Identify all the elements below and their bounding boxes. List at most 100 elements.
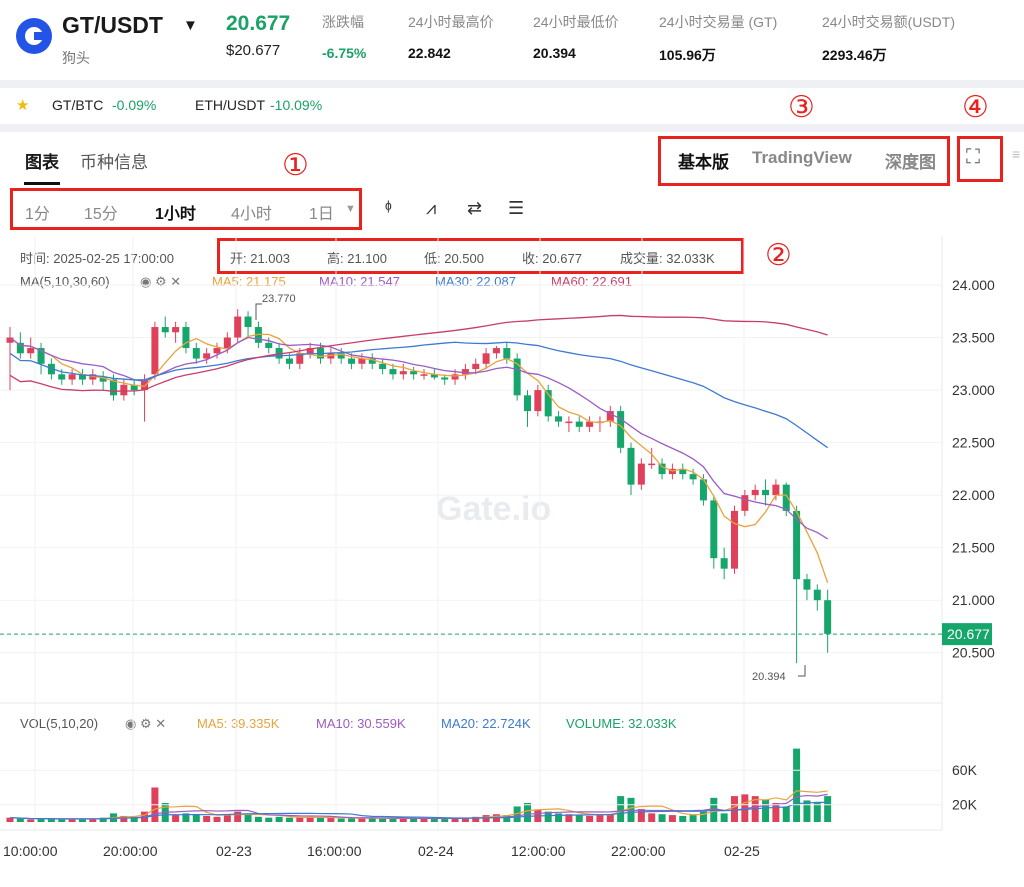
candle-body <box>141 379 149 391</box>
ohlc-time: 时间: 2025-02-25 17:00:00 <box>20 251 174 266</box>
stat-label: 涨跌幅 <box>322 14 364 30</box>
tab-chart[interactable]: 图表 <box>25 153 59 172</box>
pair-title[interactable]: GT/USDT <box>62 12 163 38</box>
candle-body <box>472 363 480 370</box>
timeframe-4h[interactable]: 4小时 <box>231 206 272 223</box>
candle-body <box>492 348 500 354</box>
ohlc-high: 高: 21.100 <box>327 251 387 266</box>
x-tick-label: 16:00:00 <box>307 843 362 859</box>
y-tick-label: 20.500 <box>952 645 995 661</box>
candle-body <box>565 421 573 424</box>
volume-bar <box>793 748 801 822</box>
volume-bar <box>813 803 821 822</box>
candle-body <box>720 558 728 569</box>
volume-bar <box>244 813 252 822</box>
volume-bar <box>68 818 76 822</box>
low-marker <box>798 665 806 677</box>
volume-bar <box>275 816 283 822</box>
volume-bar <box>296 817 304 822</box>
candle-body <box>58 374 66 380</box>
candle-body <box>503 348 511 359</box>
drag-handle-icon[interactable]: ≡ <box>1012 146 1021 162</box>
y-tick-label: 23.500 <box>952 330 995 346</box>
candle-body <box>813 589 821 601</box>
fav-pair[interactable]: ETH/USDT <box>195 97 265 113</box>
chevron-down-icon[interactable]: ▼ <box>345 203 356 215</box>
candle-body <box>534 390 542 412</box>
y-tick-label: 22.500 <box>952 435 995 451</box>
candle-body <box>751 489 759 496</box>
volume-bar <box>565 814 573 822</box>
list-icon[interactable]: ☰ <box>508 198 525 218</box>
x-tick-label: 20:00:00 <box>103 843 158 859</box>
candle-body <box>555 416 563 422</box>
stat-value: 105.96万 <box>659 47 716 63</box>
candle-body <box>203 353 211 359</box>
volume-bar <box>441 818 449 822</box>
candle-body <box>78 374 86 380</box>
vol-volume: VOLUME: 32.033K <box>566 716 677 731</box>
high-marker <box>255 303 262 320</box>
fullscreen-icon[interactable]: ⛶ <box>966 146 980 168</box>
volume-bar <box>399 818 407 822</box>
candle-body <box>99 377 107 382</box>
timeframe-1m[interactable]: 1分 <box>25 206 50 223</box>
vol-ma5: MA5: 39.335K <box>197 716 280 731</box>
ma60-line <box>9 314 828 392</box>
volume-bar <box>389 818 397 822</box>
swap-icon[interactable]: ⇄ <box>467 198 483 218</box>
candle-body <box>648 463 656 466</box>
volume-bar <box>192 814 200 822</box>
candle-type-icon[interactable]: ᶲ <box>385 198 392 218</box>
timeframe-15m[interactable]: 15分 <box>84 206 118 223</box>
volume-bar <box>99 817 107 822</box>
candle-body <box>244 316 252 328</box>
star-icon[interactable]: ★ <box>16 97 30 114</box>
annotation-4: ④ <box>962 91 989 124</box>
version-tradingview[interactable]: TradingView <box>752 148 852 167</box>
volume-bar <box>306 816 314 822</box>
chevron-down-icon[interactable]: ▼ <box>183 17 198 34</box>
volume-bar <box>658 814 666 822</box>
eye-icon[interactable]: ◉ ⚙ ✕ <box>125 716 167 731</box>
high-label: 23.770 <box>262 293 296 305</box>
candle-body <box>368 358 376 364</box>
volume-bar <box>824 796 832 822</box>
volume-bar <box>327 817 335 822</box>
candle-body <box>379 363 387 370</box>
ohlc-open: 开: 21.003 <box>230 251 290 266</box>
timeframe-1d[interactable]: 1日 <box>309 206 334 223</box>
tab-underline <box>24 182 60 185</box>
candle-body <box>296 353 304 364</box>
candle-body <box>451 374 459 380</box>
x-tick-label: 12:00:00 <box>511 843 566 859</box>
annotation-1: ① <box>282 149 309 182</box>
ma10-line <box>9 336 828 540</box>
volume-bar <box>689 815 697 822</box>
ma30-line <box>9 341 829 449</box>
vol-tick-label: 60K <box>952 762 978 778</box>
volume-bar <box>699 811 707 822</box>
volume-bar <box>58 819 66 822</box>
volume-bar <box>379 818 387 822</box>
timeframe-1h[interactable]: 1小时 <box>155 206 196 223</box>
indicator-icon[interactable]: ⩘ <box>426 198 437 218</box>
volume-bar <box>524 803 531 822</box>
highlight-box-2 <box>217 238 744 274</box>
volume-bar <box>120 815 128 822</box>
version-basic[interactable]: 基本版 <box>678 153 729 172</box>
candle-body <box>430 374 438 378</box>
stat-label: 24小时交易额(USDT) <box>822 14 956 30</box>
volume-bar <box>555 813 563 822</box>
candle-body <box>348 358 356 364</box>
low-label: 20.394 <box>752 671 786 683</box>
highlight-box-1 <box>10 188 362 230</box>
version-depth[interactable]: 深度图 <box>885 153 936 172</box>
fav-pair[interactable]: GT/BTC <box>52 97 104 113</box>
volume-bar <box>254 816 262 822</box>
candle-body <box>461 369 469 375</box>
volume-bar <box>410 818 418 822</box>
volume-bar <box>586 815 594 822</box>
tab-coin-info[interactable]: 币种信息 <box>80 153 148 172</box>
